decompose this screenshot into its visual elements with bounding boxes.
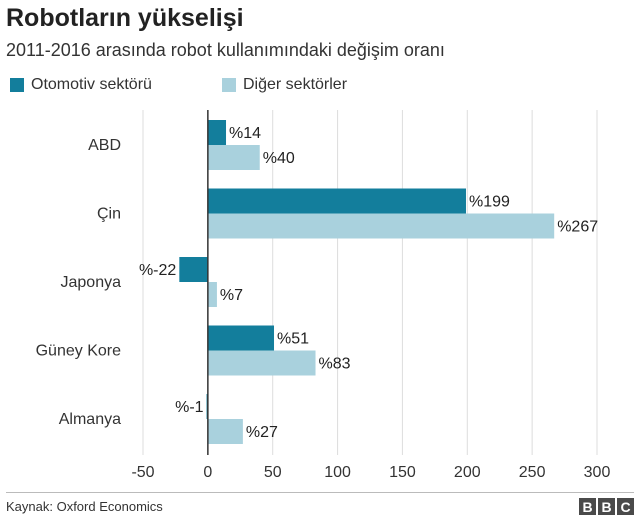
x-tick-label-0: -50: [131, 464, 154, 481]
legend-swatch-other: [222, 78, 236, 92]
x-tick-label-2: 50: [264, 464, 282, 481]
bar-0-2: [179, 257, 208, 282]
x-tick-label-5: 200: [454, 464, 481, 481]
data-label-1-1: %267: [557, 219, 598, 236]
data-label-1-0: %40: [263, 150, 295, 167]
legend-label-automotive: Otomotiv sektörü: [31, 76, 152, 93]
category-label-2: Japonya: [61, 274, 122, 291]
bar-0-0: [207, 120, 227, 145]
category-label-1: Çin: [97, 206, 121, 223]
data-label-0-1: %199: [469, 194, 510, 211]
data-label-0-0: %14: [229, 125, 261, 142]
x-tick-label-3: 100: [324, 464, 351, 481]
x-tick-label-7: 300: [584, 464, 611, 481]
bar-1-0: [207, 145, 260, 170]
bbc-logo-letter-1: B: [579, 498, 596, 515]
category-label-4: Almanya: [59, 411, 121, 428]
bar-1-1: [207, 213, 555, 239]
legend-label-other: Diğer sektörler: [243, 76, 348, 93]
footer-divider: [6, 492, 634, 493]
data-label-0-3: %51: [277, 331, 309, 348]
data-label-0-2: %-22: [139, 262, 176, 279]
chart-subtitle: 2011-2016 arasında robot kullanımındaki …: [6, 40, 445, 60]
data-label-1-4: %27: [246, 424, 278, 441]
chart-title: Robotların yükselişi: [6, 4, 244, 32]
legend-item-other: Diğer sektörler: [222, 76, 347, 94]
bar-1-3: [207, 350, 316, 376]
bar-0-3: [207, 325, 275, 351]
bar-1-2: [207, 282, 217, 307]
legend-item-automotive: Otomotiv sektörü: [10, 76, 152, 94]
x-tick-label-4: 150: [389, 464, 416, 481]
bar-0-1: [207, 188, 466, 214]
x-tick-label-1: 0: [203, 464, 212, 481]
bbc-logo-letter-3: C: [617, 498, 634, 515]
bar-1-4: [207, 419, 243, 444]
category-label-3: Güney Kore: [36, 343, 121, 360]
category-label-0: ABD: [88, 137, 121, 154]
source-note: Kaynak: Oxford Economics: [6, 499, 163, 514]
bar-chart: -50 0 50 100 150 200 250 300 ABD %14%40 Çin %199 %26…: [36, 110, 611, 481]
bbc-logo: B B C: [579, 498, 634, 515]
x-tick-label-6: 250: [519, 464, 546, 481]
data-label-1-3: %83: [319, 356, 351, 373]
bbc-logo-letter-2: B: [598, 498, 615, 515]
data-label-0-4: %-1: [175, 399, 204, 416]
legend-swatch-automotive: [10, 78, 24, 92]
data-label-1-2: %7: [220, 287, 243, 304]
